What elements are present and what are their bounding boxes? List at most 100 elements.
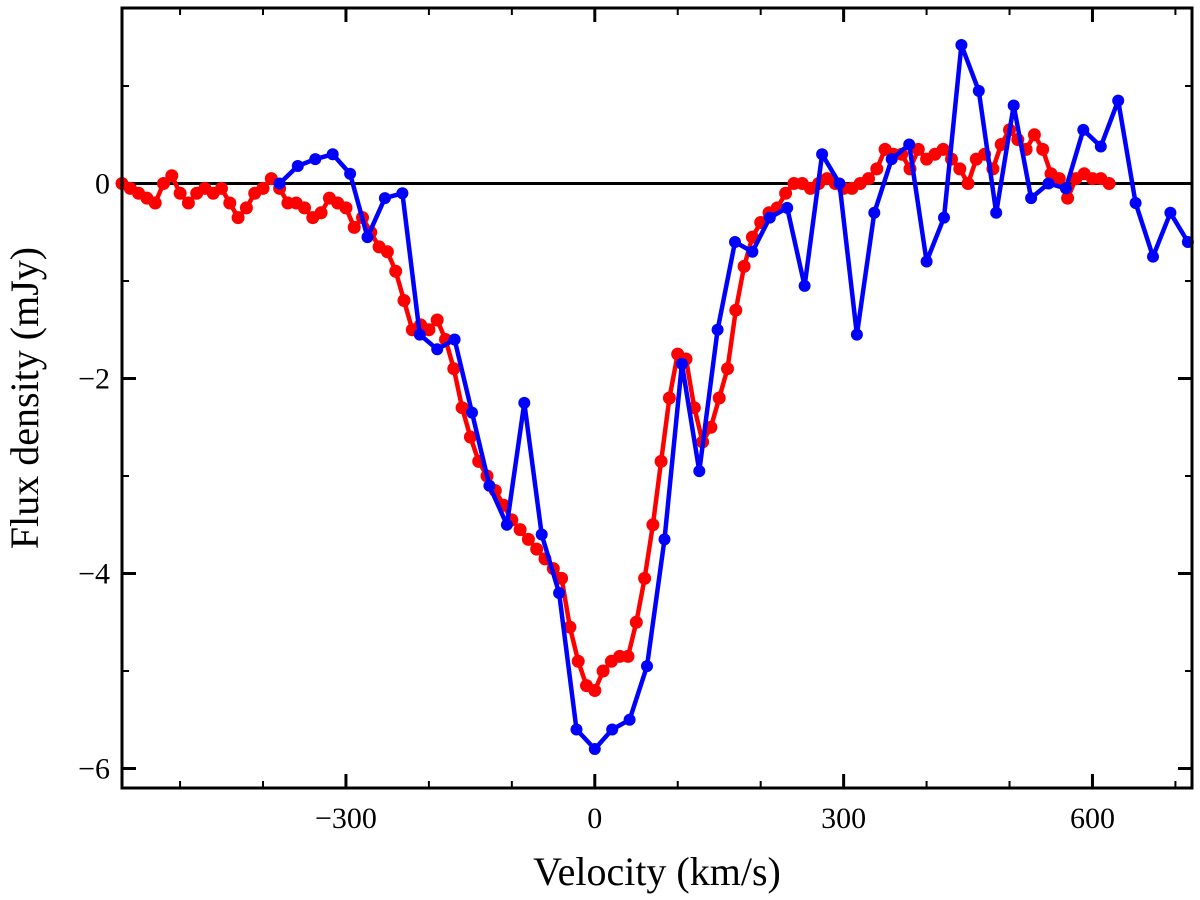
data-point-red: [157, 177, 170, 190]
data-point-red: [239, 201, 253, 215]
data-point-blue: [1042, 177, 1055, 190]
data-point-red: [596, 664, 610, 678]
data-point-red: [165, 169, 179, 183]
data-point-blue: [448, 333, 461, 346]
series-layer: [115, 39, 1194, 755]
data-point-red: [422, 323, 436, 337]
data-point-blue: [361, 231, 374, 244]
plot-frame: [120, 6, 1194, 790]
data-point-blue: [1129, 197, 1142, 209]
data-point-blue: [1077, 123, 1090, 136]
data-point-red: [779, 186, 793, 200]
data-point-blue: [291, 160, 304, 172]
data-point-blue: [885, 153, 898, 166]
data-point-red: [347, 220, 361, 234]
data-point-red: [961, 177, 975, 190]
data-point-red: [256, 181, 270, 195]
data-point-red: [1027, 128, 1041, 142]
data-point-blue: [729, 236, 741, 248]
data-point-blue: [903, 138, 916, 151]
data-point-blue: [344, 167, 357, 180]
data-point-red: [455, 401, 469, 415]
data-point-blue: [466, 406, 478, 419]
data-point-red: [953, 162, 967, 176]
data-point-red: [662, 391, 676, 405]
x-tick-label: −300: [315, 802, 377, 835]
data-point-red: [463, 430, 477, 444]
data-point-red: [911, 142, 925, 156]
data-point-blue: [1025, 192, 1038, 205]
data-point-blue: [972, 84, 985, 97]
data-point-red: [621, 649, 635, 663]
data-point-red: [181, 196, 195, 210]
data-point-blue: [1164, 206, 1177, 219]
data-point-red: [223, 196, 237, 210]
data-point-blue: [781, 201, 794, 214]
data-point-red: [380, 245, 394, 259]
data-point-red: [654, 454, 668, 468]
y-axis-label: Flux density (mJy): [2, 247, 47, 549]
data-point-blue: [833, 177, 846, 190]
y-tick-label: 0: [95, 168, 110, 201]
data-point-red: [646, 518, 660, 532]
data-point-red: [1102, 177, 1116, 190]
data-point-blue: [309, 153, 322, 166]
data-point-blue: [658, 533, 671, 546]
x-axis-label: Velocity (km/s): [533, 849, 781, 894]
x-tick-label: 600: [1070, 802, 1115, 835]
y-tick-label: −2: [78, 363, 110, 396]
data-point-red: [298, 201, 311, 215]
data-point-red: [588, 684, 602, 697]
data-point-blue: [711, 323, 724, 336]
data-point-red: [936, 142, 950, 156]
data-point-blue: [588, 743, 601, 755]
data-point-red: [721, 362, 734, 376]
data-point-blue: [990, 206, 1003, 219]
data-point-blue: [746, 245, 759, 258]
data-point-blue: [1147, 250, 1159, 263]
data-point-red: [729, 303, 743, 317]
data-point-red: [215, 181, 228, 195]
data-point-blue: [535, 528, 548, 541]
data-point-red: [638, 571, 652, 585]
data-point-red: [629, 615, 643, 629]
data-point-red: [397, 294, 411, 307]
data-point-red: [712, 391, 726, 405]
data-point-blue: [431, 343, 444, 356]
data-point-red: [447, 362, 461, 376]
data-point-blue: [326, 148, 339, 161]
data-point-blue: [483, 479, 496, 492]
data-point-blue: [938, 211, 950, 224]
data-point-red: [389, 264, 403, 278]
y-tick-label: −4: [78, 558, 110, 591]
data-point-blue: [675, 357, 688, 370]
data-point-red: [994, 138, 1008, 151]
data-point-red: [1036, 142, 1050, 156]
data-point-red: [745, 230, 759, 244]
data-point-red: [870, 162, 884, 176]
data-point-red: [339, 201, 353, 215]
data-point-blue: [955, 39, 968, 51]
data-point-red: [530, 542, 544, 556]
data-point-blue: [693, 465, 706, 478]
data-point-blue: [868, 206, 881, 219]
data-point-blue: [641, 660, 653, 673]
data-point-blue: [623, 713, 636, 726]
data-point-red: [148, 196, 162, 210]
data-point-red: [571, 654, 585, 668]
data-point-blue: [816, 148, 829, 161]
data-point-red: [173, 186, 187, 200]
data-point-blue: [500, 518, 513, 531]
data-point-blue: [798, 279, 811, 292]
data-point-red: [862, 172, 875, 186]
data-point-red: [513, 523, 527, 537]
data-point-red: [521, 532, 535, 546]
data-point-red: [430, 313, 444, 327]
data-point-blue: [413, 328, 426, 341]
data-point-blue: [1059, 182, 1072, 195]
data-point-blue: [920, 255, 933, 268]
data-point-red: [231, 211, 245, 225]
data-point-blue: [396, 187, 409, 200]
data-point-blue: [378, 192, 391, 205]
